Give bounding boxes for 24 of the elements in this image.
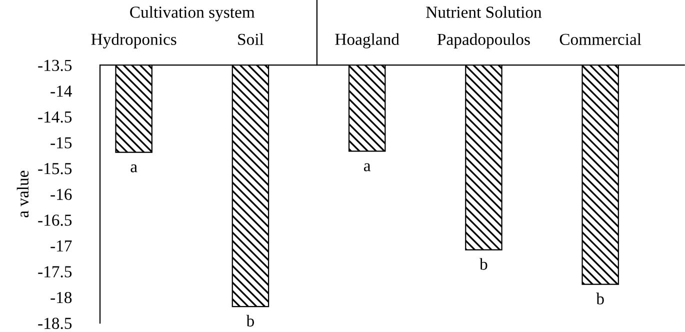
annotation: b [246,314,254,327]
y-tick-label: -16 [50,188,72,200]
y-tick-label: -15.5 [38,163,72,174]
text: Nutrient Solution [426,6,542,18]
x-tick-label: Hoagland [335,33,400,48]
y-tick-label: -14 [50,86,72,97]
x-tick-label: Soil [238,33,264,46]
y-tick-label: -13.5 [38,60,72,72]
y-tick-label: -18.5 [38,318,72,330]
y-tick-label: -17.5 [38,266,72,278]
y-tick-label: -18 [50,292,72,304]
y-tick-label: -14.5 [38,111,72,123]
y-tick-label: -15 [50,137,72,148]
annotation: b [480,258,488,270]
x-tick-label: Papadopoulos [437,33,530,48]
text: Cultivation system [130,6,255,22]
annotation: a [130,164,138,172]
x-tick-label: Commercial [560,33,642,46]
y-tick-label: -17 [50,240,72,252]
annotation: b [596,292,604,304]
y-axis-title: a value [16,170,29,218]
annotation: a [364,163,371,172]
y-tick-label: -16.5 [38,214,72,226]
x-tick-label: Hydroponics [91,33,176,48]
